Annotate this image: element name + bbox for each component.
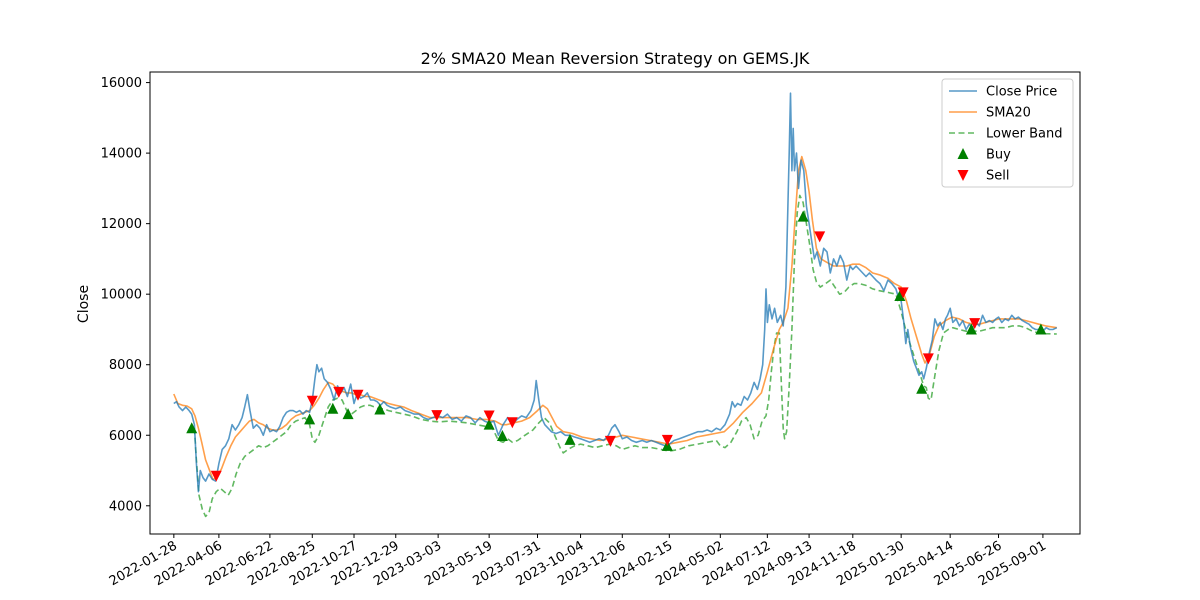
buy-marker xyxy=(564,433,576,445)
legend: Close Price SMA20 Lower Band Buy Sell xyxy=(941,78,1074,188)
sell-marker xyxy=(352,389,364,401)
buy-marker xyxy=(483,418,495,430)
buy-marker xyxy=(965,323,977,335)
sell-marker xyxy=(506,417,518,429)
buy-marker xyxy=(186,422,198,434)
y-tick-label: 16000 xyxy=(101,76,142,91)
sell-marker xyxy=(483,410,495,422)
plot-area xyxy=(173,92,1058,518)
buy-marker xyxy=(304,413,316,425)
sell-marker xyxy=(814,231,826,243)
y-tick-label: 14000 xyxy=(101,147,142,162)
y-tick-label: 4000 xyxy=(109,499,142,514)
sell-marker xyxy=(306,395,318,407)
x-axis: 2022-01-282022-04-062022-06-222022-08-25… xyxy=(107,534,1049,589)
legend-label: SMA20 xyxy=(986,106,1031,121)
legend-label: Close Price xyxy=(986,85,1057,100)
chart-title: 2% SMA20 Mean Reversion Strategy on GEMS… xyxy=(421,49,810,68)
sell-marker xyxy=(333,386,345,398)
y-tick-label: 8000 xyxy=(109,358,142,373)
plot-frame xyxy=(149,71,1081,535)
buy-marker xyxy=(374,403,386,415)
buy-marker xyxy=(797,210,809,222)
legend-label: Lower Band xyxy=(986,127,1062,142)
legend-box xyxy=(941,78,1074,188)
sell-marker xyxy=(922,353,934,365)
y-axis-label: Close xyxy=(76,285,92,323)
legend-label: Sell xyxy=(986,169,1009,184)
sell-marker xyxy=(897,287,909,299)
sell-marker xyxy=(604,435,616,447)
y-axis: 4000 6000 8000 10000 12000 14000 16000 xyxy=(101,76,150,514)
series-line-sma20 xyxy=(173,155,1057,481)
buy-marker xyxy=(1035,323,1047,335)
legend-handle xyxy=(957,148,969,159)
series-line-close-price xyxy=(173,92,1058,493)
y-tick-label: 10000 xyxy=(101,288,142,303)
buy-marker xyxy=(916,382,928,394)
y-tick-label: 12000 xyxy=(101,217,142,232)
sell-marker xyxy=(210,470,222,482)
buy-marker xyxy=(342,408,354,420)
y-tick-label: 6000 xyxy=(109,429,142,444)
sell-marker xyxy=(431,410,443,422)
buy-marker xyxy=(327,402,339,414)
sell-marker xyxy=(661,434,673,446)
legend-label: Buy xyxy=(986,148,1011,163)
buy-marker xyxy=(496,429,508,441)
legend-handle xyxy=(957,170,969,181)
buy-marker xyxy=(894,289,906,301)
sell-marker xyxy=(969,318,981,330)
